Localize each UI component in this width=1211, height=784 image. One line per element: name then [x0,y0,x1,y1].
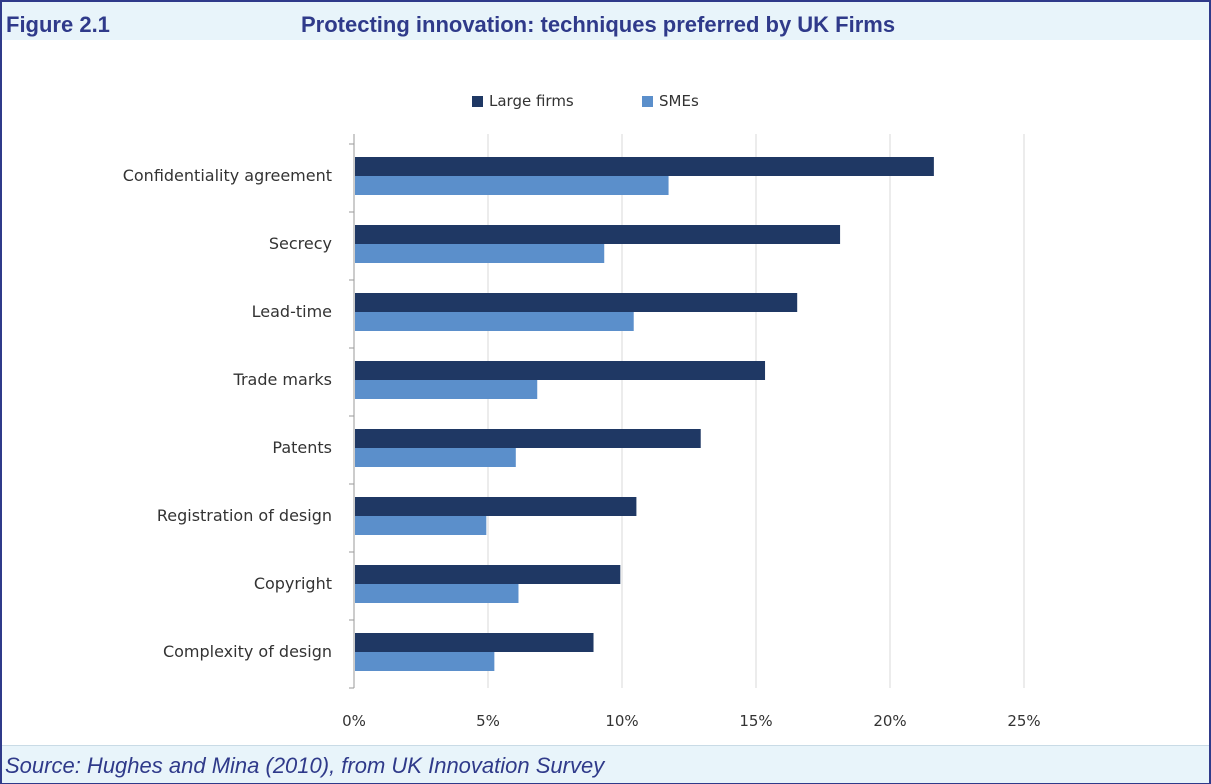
bar-large-firms [355,429,701,448]
x-tick-label: 20% [873,712,906,730]
category-label: Copyright [254,574,332,593]
category-label: Confidentiality agreement [123,166,332,185]
bar-smes [355,448,516,467]
bar-large-firms [355,633,594,652]
category-label: Trade marks [233,370,332,389]
category-label: Registration of design [157,506,332,525]
category-label: Lead-time [252,302,332,321]
bar-large-firms [355,293,798,312]
x-tick-label: 15% [739,712,772,730]
bar-smes [355,312,634,331]
category-label: Patents [272,438,332,457]
bar-large-firms [355,565,621,584]
legend-swatch-smes [642,96,653,107]
bar-chart: 0% 5% 10% 15% 20% 25% Confidentiality agreemen… [123,92,1041,730]
legend-label-smes: SMEs [659,92,699,110]
category-label: Secrecy [269,234,332,253]
figure-footer: Source: Hughes and Mina (2010), from UK … [2,745,1209,783]
legend-swatch-large-firms [472,96,483,107]
bar-large-firms [355,497,637,516]
x-tick-label: 0% [342,712,366,730]
legend-label-large-firms: Large firms [489,92,574,110]
bar-smes [355,244,605,263]
bar-smes [355,176,669,195]
figure-title: Protecting innovation: techniques prefer… [301,12,896,37]
figure-header: Figure 2.1 Protecting innovation: techni… [2,2,1209,41]
bar-large-firms [355,157,934,176]
bar-smes [355,584,519,603]
x-tick-label: 5% [476,712,500,730]
bar-large-firms [355,225,841,244]
bar-smes [355,380,538,399]
x-tick-label: 25% [1007,712,1040,730]
bar-large-firms [355,361,766,380]
bar-smes [355,652,495,671]
figure-number: Figure 2.1 [6,12,110,37]
bar-smes [355,516,487,535]
x-tick-label: 10% [605,712,638,730]
category-label: Complexity of design [163,642,332,661]
chart-area: 0% 5% 10% 15% 20% 25% Confidentiality agreemen… [2,40,1209,745]
figure-source: Source: Hughes and Mina (2010), from UK … [5,753,605,778]
